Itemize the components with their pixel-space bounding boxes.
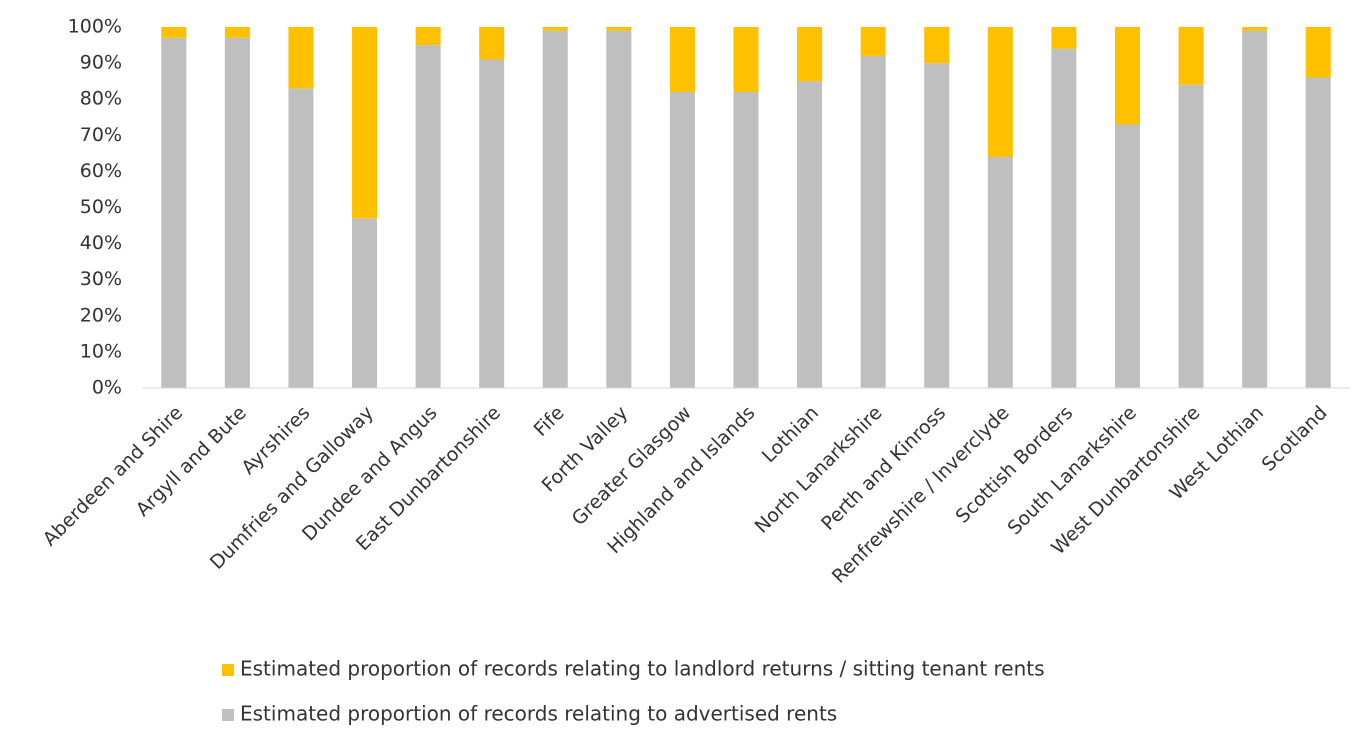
x-tick-label: Scottish Borders (952, 402, 1078, 528)
bar-segment (161, 37, 187, 389)
bar-segment (669, 27, 695, 92)
bar-segment (542, 27, 568, 31)
bar-segment (797, 27, 823, 82)
bar-segment (224, 37, 250, 389)
bar-segment (415, 45, 441, 389)
y-tick-label: 0% (92, 377, 122, 399)
bar-segment (415, 27, 441, 46)
legend-label: Estimated proportion of records relating… (240, 657, 1045, 681)
bar-segment (669, 91, 695, 388)
bar-segment (224, 27, 250, 38)
bar-segment (352, 218, 378, 388)
bar-segment (479, 27, 505, 60)
y-tick-label: 10% (80, 340, 122, 362)
bar-segment (1305, 77, 1331, 388)
bar-segment (352, 27, 378, 219)
y-tick-label: 30% (80, 268, 122, 290)
y-tick-label: 60% (80, 160, 122, 182)
bar-segment (987, 156, 1013, 388)
x-tick-label: Scotland (1258, 402, 1332, 476)
bar-segment (797, 81, 823, 389)
bar-segment (1178, 84, 1204, 388)
bar-segment (606, 30, 632, 389)
bar-segment (1242, 30, 1268, 389)
y-tick-label: 50% (80, 196, 122, 218)
bar-segment (1242, 27, 1268, 31)
bar-segment (1051, 48, 1077, 388)
bar-segment (924, 27, 950, 64)
x-tick-label: Greater Glasgow (568, 402, 696, 530)
y-tick-label: 90% (80, 52, 122, 74)
bar-segment (733, 27, 759, 92)
bar-segment (860, 27, 886, 56)
bar-segment (288, 88, 314, 389)
bar-segment (161, 27, 187, 38)
bar-segment (733, 91, 759, 388)
x-tick-label: Perth and Kinross (817, 402, 950, 535)
y-tick-label: 40% (80, 232, 122, 254)
bar-segment (479, 59, 505, 389)
x-tick-label: Argyll and Bute (132, 402, 251, 521)
bar-segment (1114, 27, 1140, 125)
y-tick-label: 80% (80, 88, 122, 110)
legend-swatch (222, 664, 234, 676)
legend-label: Estimated proportion of records relating… (240, 702, 837, 726)
y-tick-label: 70% (80, 124, 122, 146)
bar-segment (1305, 27, 1331, 78)
bar-segment (1114, 124, 1140, 388)
bar-segment (924, 63, 950, 388)
bar-segment (606, 27, 632, 31)
x-tick-label: Fife (530, 402, 569, 441)
y-tick-label: 100% (68, 16, 122, 38)
legend-swatch (222, 709, 234, 721)
bar-segment (1051, 27, 1077, 49)
x-tick-label: Lothian (758, 402, 823, 467)
bar-segment (288, 27, 314, 89)
y-tick-label: 20% (80, 304, 122, 326)
bar-segment (542, 30, 568, 389)
bar-segment (860, 55, 886, 388)
bar-segment (987, 27, 1013, 157)
bar-segment (1178, 27, 1204, 85)
